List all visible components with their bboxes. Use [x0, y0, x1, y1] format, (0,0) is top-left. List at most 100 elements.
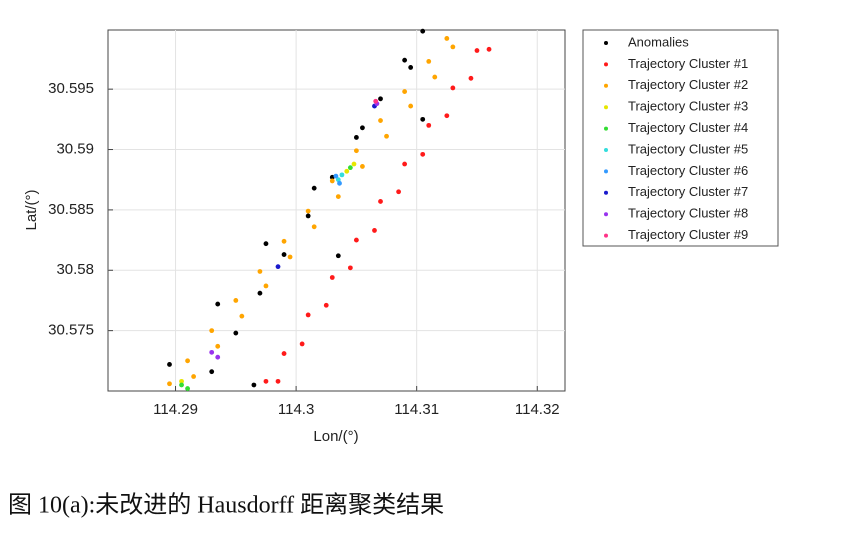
y-tick-label: 30.585	[48, 201, 94, 218]
point	[275, 378, 281, 384]
point	[432, 74, 438, 80]
plot-frame	[107, 29, 566, 392]
point	[384, 133, 389, 139]
x-tick-label: 114.3	[278, 401, 314, 418]
point	[209, 349, 215, 355]
point	[215, 354, 221, 360]
point	[337, 180, 342, 186]
point	[311, 224, 317, 230]
point	[215, 343, 221, 349]
point	[167, 362, 172, 367]
legend-label: Trajectory Cluster #9	[628, 227, 748, 242]
x-axis-label: Lon/(°)	[313, 428, 358, 445]
point	[353, 135, 359, 140]
point	[329, 174, 335, 180]
point	[311, 185, 317, 191]
point	[444, 36, 450, 41]
point	[299, 341, 305, 347]
legend-marker	[604, 233, 608, 238]
point	[209, 328, 215, 334]
point	[257, 290, 263, 296]
point	[287, 254, 293, 260]
y-tick-label: 30.58	[56, 261, 94, 278]
point	[179, 378, 184, 384]
point	[378, 199, 383, 204]
point	[233, 298, 239, 303]
point	[179, 382, 184, 388]
x-tick-label: 114.32	[515, 401, 560, 418]
legend-marker	[604, 105, 608, 110]
point	[209, 369, 215, 375]
point	[239, 313, 245, 319]
point	[420, 116, 426, 122]
point	[420, 28, 426, 34]
legend-label: Trajectory Cluster #5	[628, 141, 748, 156]
point	[373, 98, 379, 104]
point	[378, 118, 383, 123]
point	[353, 148, 359, 154]
point	[257, 269, 263, 274]
point	[347, 265, 353, 271]
point	[426, 58, 432, 64]
point	[468, 75, 474, 81]
legend-marker	[604, 212, 608, 217]
point	[360, 125, 365, 131]
point	[323, 302, 329, 308]
y-tick-label: 30.575	[48, 322, 94, 339]
point	[402, 161, 408, 167]
point	[408, 103, 414, 109]
legend-marker	[604, 169, 608, 174]
point	[185, 386, 190, 391]
legend-label: Trajectory Cluster #3	[628, 99, 748, 114]
point	[333, 173, 339, 179]
legend-marker	[604, 62, 608, 67]
legend-label: Trajectory Cluster #8	[628, 206, 748, 221]
point	[378, 96, 383, 102]
point	[402, 57, 408, 63]
point	[185, 358, 190, 364]
point	[408, 65, 414, 70]
point	[372, 228, 377, 233]
point	[281, 238, 287, 244]
point	[339, 172, 345, 178]
point	[444, 113, 450, 119]
point	[305, 208, 311, 214]
point	[263, 283, 269, 289]
point	[360, 164, 365, 169]
legend-marker	[604, 190, 608, 195]
legend-box	[582, 29, 779, 247]
x-tick-label: 114.29	[153, 401, 198, 418]
point	[275, 264, 281, 270]
point	[329, 178, 335, 184]
point	[335, 177, 341, 183]
point	[305, 312, 311, 318]
point	[329, 275, 335, 280]
point	[450, 85, 456, 91]
legend-label: Trajectory Cluster #4	[628, 120, 748, 135]
point	[486, 46, 492, 52]
point	[351, 161, 357, 167]
point	[263, 241, 269, 247]
point	[396, 189, 401, 195]
legend-marker	[604, 83, 608, 88]
point	[353, 237, 359, 243]
legend-label: Trajectory Cluster #6	[628, 163, 748, 178]
legend-label: Trajectory Cluster #7	[628, 184, 748, 199]
point	[305, 213, 311, 219]
legend-marker	[604, 126, 608, 131]
point	[263, 378, 269, 384]
point	[251, 382, 257, 388]
point	[281, 252, 287, 257]
point	[420, 151, 426, 157]
point	[402, 89, 408, 94]
point	[215, 301, 221, 307]
y-tick-label: 30.595	[48, 80, 94, 97]
point	[335, 253, 341, 259]
legend-label: Anomalies	[628, 34, 689, 49]
point	[281, 351, 287, 356]
x-tick-label: 114.31	[394, 401, 439, 418]
point	[335, 194, 341, 200]
legend-label: Trajectory Cluster #2	[628, 77, 748, 92]
point	[233, 330, 239, 336]
